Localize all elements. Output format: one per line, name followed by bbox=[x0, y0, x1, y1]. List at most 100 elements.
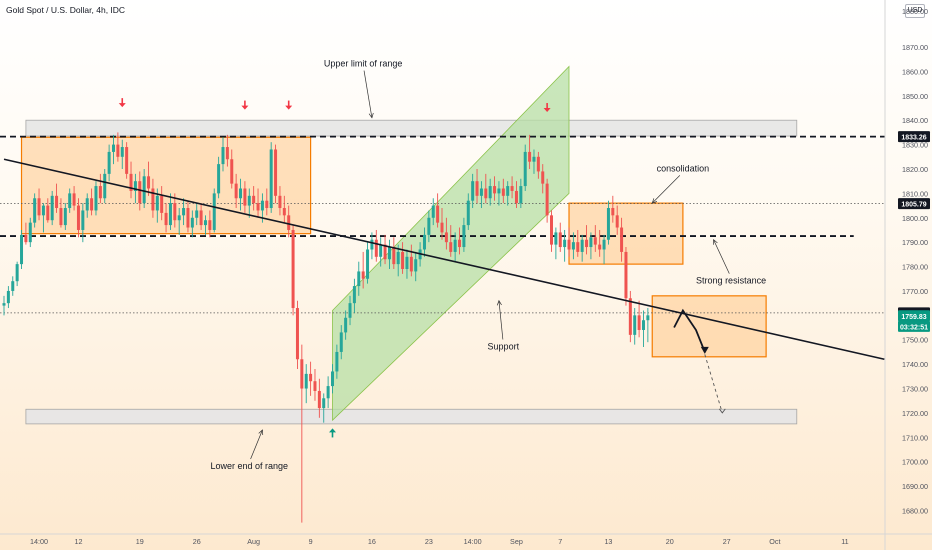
candle-body bbox=[147, 176, 151, 189]
candle bbox=[357, 261, 361, 296]
candle-body bbox=[449, 242, 453, 252]
candle-body bbox=[239, 188, 243, 199]
price-tick-label: 1800.00 bbox=[902, 214, 928, 223]
candle bbox=[471, 173, 475, 209]
candle-body bbox=[422, 234, 426, 250]
candle bbox=[598, 229, 602, 257]
candle-body bbox=[11, 281, 15, 291]
currency-button[interactable]: USD bbox=[905, 4, 925, 18]
down-arrow-icon bbox=[543, 103, 551, 113]
candle-body bbox=[471, 181, 475, 201]
candle bbox=[488, 178, 492, 206]
price-axis: 1680.00 1690.00 1700.00 1710.00 1720.00 1730.… bbox=[884, 0, 928, 550]
candle-body bbox=[641, 320, 645, 330]
candle-body bbox=[550, 215, 553, 245]
candle-body bbox=[344, 317, 348, 333]
candle bbox=[116, 132, 120, 162]
price-tag: 1759.83 bbox=[898, 310, 930, 322]
candle-body bbox=[326, 386, 330, 399]
candle-body bbox=[203, 220, 207, 226]
candle-body bbox=[24, 234, 28, 243]
price-tick-label: 1700.00 bbox=[902, 458, 928, 467]
time-tick-label: Aug bbox=[247, 537, 260, 546]
candle-body bbox=[287, 215, 291, 230]
candle bbox=[563, 229, 567, 262]
candle bbox=[392, 237, 396, 269]
time-tick-label: 14:00 bbox=[464, 537, 482, 546]
candle-body bbox=[523, 151, 527, 187]
time-tick-label: 7 bbox=[558, 537, 562, 546]
candle bbox=[462, 217, 466, 252]
candle bbox=[46, 198, 50, 223]
candle bbox=[536, 151, 540, 179]
candle-body bbox=[322, 398, 326, 409]
candle-body bbox=[177, 215, 181, 221]
candle-body bbox=[392, 247, 396, 265]
candle-body bbox=[484, 188, 488, 199]
candle bbox=[523, 144, 527, 191]
candle-body bbox=[50, 195, 54, 221]
candle bbox=[168, 193, 172, 230]
candle bbox=[142, 168, 146, 209]
candle bbox=[81, 203, 85, 243]
price-tick-label: 1880.00 bbox=[902, 7, 928, 16]
candle bbox=[366, 242, 370, 284]
candle-body bbox=[63, 208, 67, 226]
range-bands bbox=[25, 119, 798, 425]
candle bbox=[545, 178, 549, 223]
candle-body bbox=[414, 259, 418, 272]
candle-body bbox=[357, 271, 361, 287]
candle bbox=[203, 215, 207, 235]
candle bbox=[567, 227, 571, 257]
price-tick-label: 1730.00 bbox=[902, 385, 928, 394]
candle-body bbox=[133, 181, 137, 191]
candle bbox=[94, 181, 98, 216]
candle-body bbox=[274, 149, 278, 196]
candle-body bbox=[453, 239, 457, 252]
candle bbox=[177, 208, 181, 235]
candle bbox=[6, 286, 10, 309]
price-tag-label: 03:32:51 bbox=[900, 324, 928, 331]
price-tick-label: 1840.00 bbox=[902, 116, 928, 125]
candle-body bbox=[282, 208, 286, 216]
candle bbox=[317, 378, 321, 418]
candle bbox=[85, 193, 89, 218]
arrow-head bbox=[241, 105, 249, 110]
time-tick-label: 16 bbox=[368, 537, 376, 546]
annotations: Upper limit of range Lower end of range Su… bbox=[210, 59, 766, 471]
candle-body bbox=[116, 144, 120, 157]
candle bbox=[370, 232, 374, 260]
candle bbox=[506, 181, 510, 206]
candle bbox=[234, 173, 238, 209]
candle-body bbox=[221, 147, 225, 165]
candle-body bbox=[230, 159, 234, 184]
candle-body bbox=[536, 156, 540, 172]
candle bbox=[427, 210, 431, 243]
candle bbox=[11, 276, 15, 296]
candle bbox=[484, 173, 488, 204]
candle-body bbox=[46, 205, 50, 221]
time-tick-label: 23 bbox=[425, 537, 433, 546]
candle bbox=[125, 142, 129, 179]
candle bbox=[300, 344, 304, 523]
candle-body bbox=[633, 315, 637, 335]
candle bbox=[379, 237, 383, 267]
candle bbox=[247, 188, 251, 218]
price-tick-label: 1820.00 bbox=[902, 165, 928, 174]
candle bbox=[76, 198, 80, 238]
candle bbox=[295, 300, 299, 370]
candle bbox=[287, 205, 291, 238]
candle-body bbox=[571, 242, 575, 250]
candle-body bbox=[585, 239, 589, 248]
time-tick-label: 12 bbox=[74, 537, 82, 546]
candle bbox=[401, 242, 405, 274]
candle-body bbox=[37, 198, 41, 216]
candle-body bbox=[488, 186, 492, 199]
candle-body bbox=[563, 239, 567, 248]
candle bbox=[2, 295, 6, 316]
candle-body bbox=[567, 239, 571, 250]
candle bbox=[239, 178, 243, 211]
candle bbox=[59, 198, 63, 228]
candle bbox=[453, 232, 457, 262]
